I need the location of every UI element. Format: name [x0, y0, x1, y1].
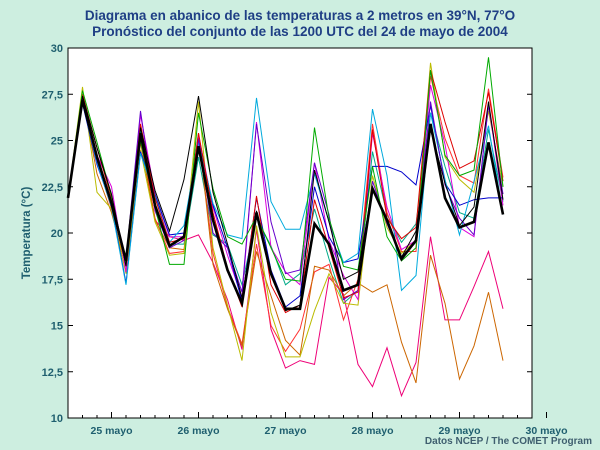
plot-area [67, 47, 533, 419]
y-tick-label: 22,5 [42, 182, 63, 194]
y-axis-label: Temperatura (°C) [21, 187, 33, 280]
y-tick-label: 27,5 [42, 89, 63, 101]
data-credit: Datos NCEP / The COMET Program [424, 436, 592, 447]
axis-layer: 10 12,5 15 17,5 20 22,5 25 27,5 30 25 mayo 26 mayo… [42, 43, 568, 437]
x-tick-label: 28 mayo [351, 425, 393, 437]
y-tick-label: 17,5 [42, 274, 63, 286]
chart-title: Diagrama en abanico de las temperaturas … [84, 8, 516, 23]
chart-subtitle: Pronóstico del conjunto de las 1200 UTC … [92, 24, 508, 39]
y-tick-label: 15 [51, 321, 63, 333]
series-line-9 [67, 62, 504, 361]
y-tick-label: 10 [51, 413, 63, 425]
series-line-1 [66, 99, 505, 311]
series-line-5 [67, 97, 504, 301]
y-tick-label: 25 [51, 136, 63, 148]
series-layer [66, 57, 505, 398]
x-tick-label: 29 mayo [438, 425, 480, 437]
series-line-6 [67, 97, 504, 292]
y-tick-label: 12,5 [42, 367, 63, 379]
x-tick-label: 27 mayo [264, 425, 306, 437]
x-tick-label: 26 mayo [177, 425, 219, 437]
y-tick-label: 30 [51, 43, 63, 55]
x-tick-label: 25 mayo [90, 425, 132, 437]
y-tick-label: 20 [51, 228, 63, 240]
x-tick-label: 30 mayo [525, 425, 567, 437]
